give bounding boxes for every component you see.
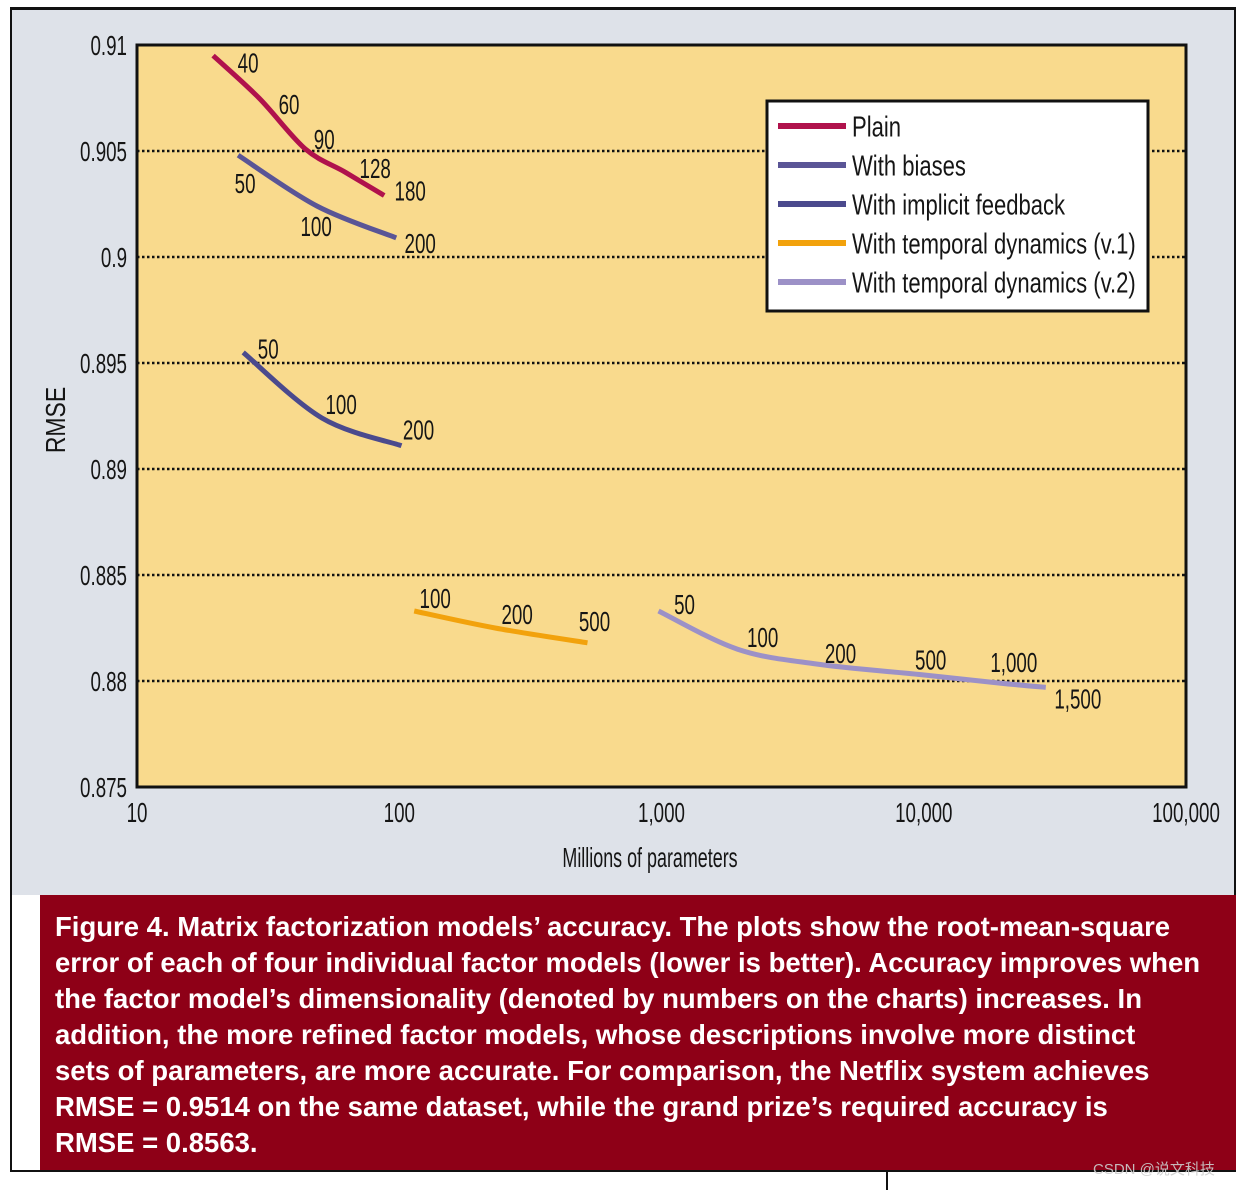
series-line-with-temporal-dynamics-v-1: [413, 608, 588, 646]
point-label: 200: [825, 638, 856, 670]
watermark: CSDN @说文科技: [1093, 1161, 1215, 1178]
legend: Plain With biases With implicit feedback Wi…: [765, 99, 1150, 313]
point-label: 40: [238, 48, 259, 80]
x-tick-label: 10,000: [895, 797, 952, 829]
x-tick-label: 1,000: [638, 797, 685, 829]
caption-figure-label: Figure 4.: [55, 911, 170, 942]
caption-line-5: sets of parameters, are more accurate. F…: [55, 1055, 1150, 1086]
point-label: 180: [395, 176, 426, 208]
frame-left-rule: [10, 7, 12, 1172]
legend-label: Plain: [852, 112, 901, 144]
series-with-biases: 50 100 200: [235, 153, 436, 260]
point-label: 60: [279, 89, 300, 121]
point-label: 100: [300, 211, 331, 243]
series-with-temporal-dynamics-v-2: 50 100 200 500 1,000 1,500: [657, 589, 1101, 716]
point-label: 1,000: [990, 647, 1037, 679]
series-line-with-implicit-feedback: [241, 350, 403, 449]
frame-right-rule: [1234, 7, 1236, 895]
point-label: 500: [915, 645, 946, 677]
y-tick-label: 0.91: [90, 30, 127, 62]
series-line-plain: [211, 53, 386, 198]
y-tick-label: 0.875: [80, 772, 127, 804]
series-line-with-biases: [236, 153, 398, 241]
y-tick-label: 0.885: [80, 560, 127, 592]
series-line-with-temporal-dynamics-v-2: [657, 608, 1047, 690]
x-axis-title: Millions of parameters: [562, 842, 737, 873]
point-label: 1,500: [1054, 684, 1101, 716]
legend-item-plain: Plain: [778, 112, 901, 144]
point-label: 100: [420, 583, 451, 615]
frame-top-rule: [10, 7, 1236, 10]
point-label: 90: [314, 124, 335, 156]
y-tick-label: 0.905: [80, 136, 127, 168]
point-label: 100: [747, 623, 778, 655]
caption-line-4: addition, the more refined factor models…: [55, 1019, 1136, 1050]
x-axis-ticks: 10 100 1,000 10,000 100,000: [127, 797, 1220, 829]
frame-bottom-rule: [10, 1170, 1236, 1172]
column-divider: [886, 1172, 888, 1190]
caption-line-1: Figure 4. Matrix factorization models’ ac…: [55, 909, 1236, 945]
y-tick-label: 0.88: [90, 666, 127, 698]
caption-line-7: RMSE = 0.8563.: [55, 1127, 258, 1158]
x-tick-label: 10: [127, 797, 148, 829]
legend-label: With implicit feedback: [852, 190, 1065, 222]
y-axis-title: RMSE: [41, 387, 72, 453]
x-tick-label: 100: [384, 797, 415, 829]
point-label: 200: [405, 228, 436, 260]
point-label: 50: [674, 589, 695, 621]
series-with-temporal-dynamics-v-1: 100 200 500: [413, 583, 610, 646]
y-tick-label: 0.89: [90, 454, 127, 486]
plot-border: [135, 43, 1188, 789]
legend-item-with-temporal-dynamics-v-1: With temporal dynamics (v.1): [778, 229, 1136, 261]
legend-label: With biases: [852, 151, 966, 183]
legend-item-with-biases: With biases: [778, 151, 966, 183]
y-tick-label: 0.895: [80, 348, 127, 380]
legend-label: With temporal dynamics (v.1): [852, 229, 1136, 261]
x-tick-label: 100,000: [1152, 797, 1220, 829]
rmse-line-chart: 0.875 0.88 0.885 0.89 0.895 0.9 0.905 0.91 10 100…: [41, 30, 1220, 873]
y-tick-label: 0.9: [101, 242, 127, 274]
caption-line-6: RMSE = 0.9514 on the same dataset, while…: [55, 1091, 1108, 1122]
legend-item-with-implicit-feedback: With implicit feedback: [778, 190, 1065, 222]
series-with-implicit-feedback: 50 100 200: [241, 334, 434, 449]
legend-label: With temporal dynamics (v.2): [852, 268, 1136, 300]
point-label: 100: [325, 389, 356, 421]
caption-line-3: the factor model’s dimensionality (denot…: [55, 983, 1142, 1014]
legend-item-with-temporal-dynamics-v-2: With temporal dynamics (v.2): [778, 268, 1136, 300]
point-label: 200: [501, 599, 532, 631]
caption-line-2: error of each of four individual factor …: [55, 947, 1201, 978]
point-label: 128: [360, 154, 391, 186]
y-axis-ticks: 0.875 0.88 0.885 0.89 0.895 0.9 0.905 0.91: [80, 30, 127, 804]
figure-caption: Figure 4. Matrix factorization models’ ac…: [40, 895, 1236, 1170]
point-label: 200: [403, 415, 434, 447]
caption-text: Matrix factorization models’ accuracy. T…: [177, 911, 1171, 942]
point-label: 500: [579, 606, 610, 638]
point-label: 50: [258, 334, 279, 366]
point-label: 50: [235, 169, 256, 201]
